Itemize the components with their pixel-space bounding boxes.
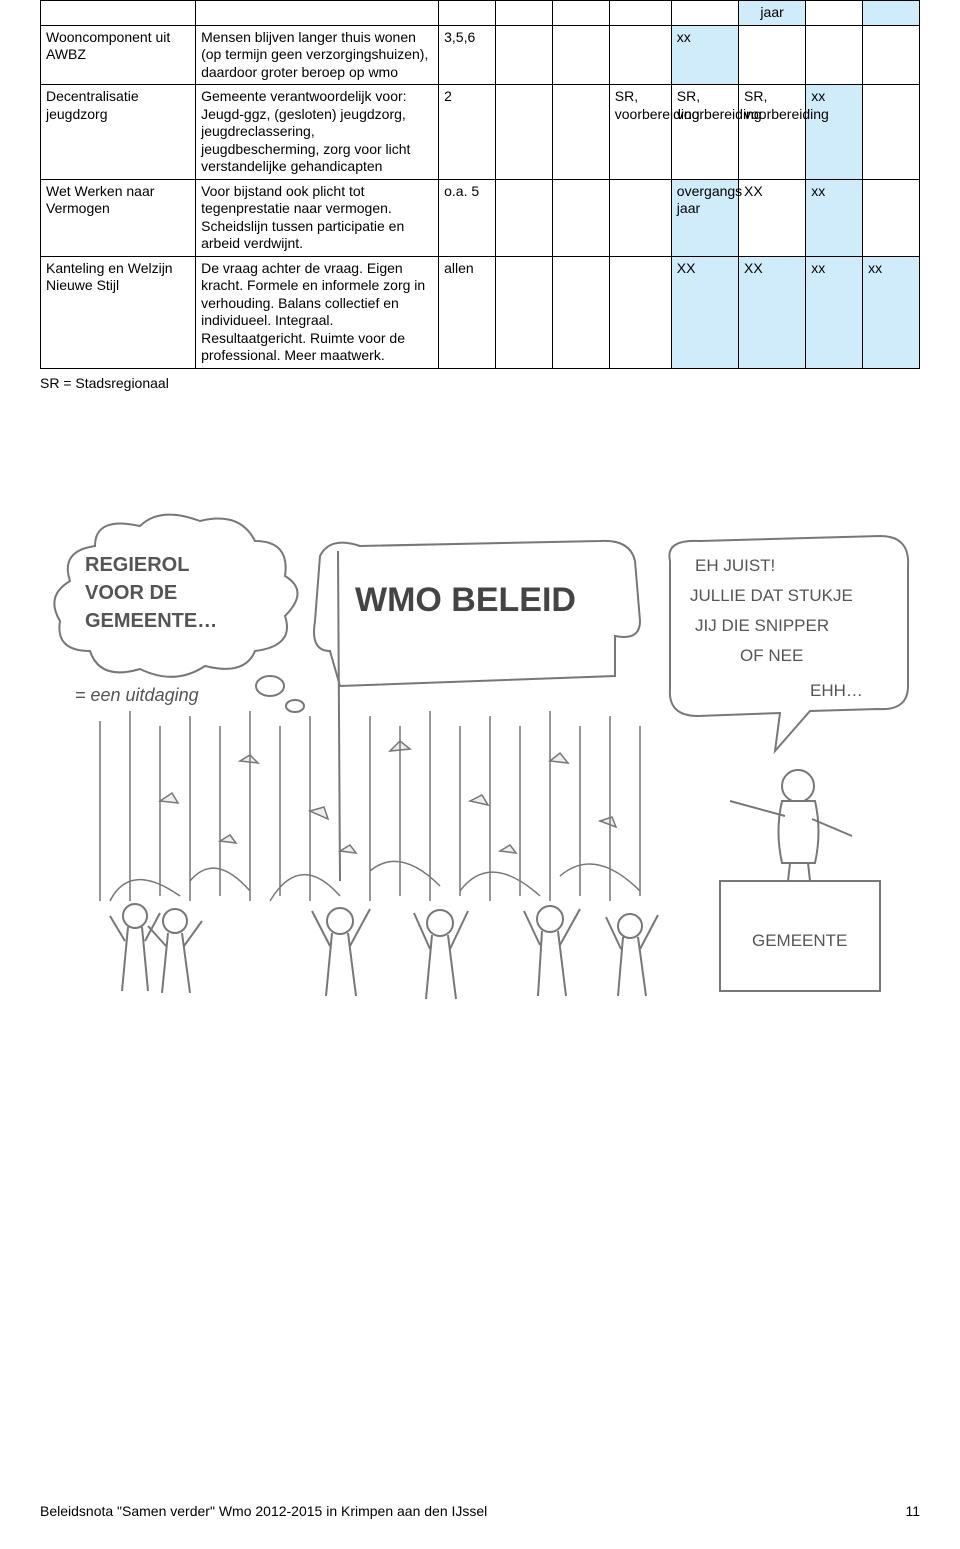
desc-cell: Mensen blijven langer thuis wonen (op te… (196, 25, 439, 85)
cell: SR, voorbereiding (739, 85, 806, 180)
cell (609, 1, 671, 26)
cell (552, 25, 609, 85)
cartoon-svg: REGIEROL VOOR DE GEMEENTE… = een uitdagi… (40, 501, 920, 1031)
topic-cell: Wet Werken naar Vermogen (41, 179, 196, 256)
cell: XX (671, 256, 738, 368)
cell (671, 1, 738, 26)
cell (496, 85, 553, 180)
bubble-line4: OF NEE (740, 646, 803, 665)
num-cell: o.a. 5 (439, 179, 496, 256)
cell (863, 25, 920, 85)
cell (552, 256, 609, 368)
num-cell: 3,5,6 (439, 25, 496, 85)
cell (863, 1, 920, 26)
desc-cell: Voor bijstand ook plicht tot tegenpresta… (196, 179, 439, 256)
cell (609, 25, 671, 85)
topic-cell: Kanteling en Welzijn Nieuwe Stijl (41, 256, 196, 368)
bubble-line3: JIJ DIE SNIPPER (695, 616, 829, 635)
cell (439, 1, 496, 26)
cell: overgangs jaar (671, 179, 738, 256)
desc-cell: Gemeente verantwoordelijk voor: Jeugd-gg… (196, 85, 439, 180)
cell: SR, voorbereiding (671, 85, 738, 180)
cloud-line2: VOOR DE (85, 582, 177, 604)
page-footer: Beleidsnota "Samen verder" Wmo 2012-2015… (40, 1503, 920, 1519)
bubble-line2: JULLIE DAT STUKJE (690, 586, 853, 605)
cell (863, 179, 920, 256)
desc-cell: De vraag achter de vraag. Eigen kracht. … (196, 256, 439, 368)
cell: XX (739, 179, 806, 256)
table-row: Wet Werken naar Vermogen Voor bijstand o… (41, 179, 920, 256)
cell (496, 179, 553, 256)
cell (552, 85, 609, 180)
table-row: Kanteling en Welzijn Nieuwe Stijl De vra… (41, 256, 920, 368)
cell (552, 1, 609, 26)
cell (609, 179, 671, 256)
cell: XX (739, 256, 806, 368)
num-cell: 2 (439, 85, 496, 180)
footnote: SR = Stadsregionaal (40, 375, 920, 391)
page: jaar Wooncomponent uit AWBZ Mensen blijv… (0, 0, 960, 1549)
cell: xx (806, 256, 863, 368)
cell (196, 1, 439, 26)
cell (739, 25, 806, 85)
num-cell: allen (439, 256, 496, 368)
cell-jaar: jaar (739, 1, 806, 26)
cell (496, 256, 553, 368)
table-row: Wooncomponent uit AWBZ Mensen blijven la… (41, 25, 920, 85)
cell: SR, voorbereiding (609, 85, 671, 180)
footer-title: Beleidsnota "Samen verder" Wmo 2012-2015… (40, 1503, 487, 1519)
cell: xx (671, 25, 738, 85)
cell (806, 1, 863, 26)
cloud-sub: = een uitdaging (75, 685, 199, 705)
bubble-line5: EHH… (810, 681, 863, 700)
cloud-line1: REGIEROL (85, 554, 189, 576)
cell (806, 25, 863, 85)
podium-label: GEMEENTE (752, 931, 847, 950)
topic-cell: Wooncomponent uit AWBZ (41, 25, 196, 85)
cell: xx (863, 256, 920, 368)
topic-cell: Decentralisatie jeugdzorg (41, 85, 196, 180)
policy-table: jaar Wooncomponent uit AWBZ Mensen blijv… (40, 0, 920, 369)
table-row: Decentralisatie jeugdzorg Gemeente veran… (41, 85, 920, 180)
cloud-line3: GEMEENTE… (85, 610, 217, 632)
cell (496, 1, 553, 26)
cell: xx (806, 179, 863, 256)
cell (552, 179, 609, 256)
cell (496, 25, 553, 85)
cell (863, 85, 920, 180)
bubble-line1: EH JUIST! (695, 556, 775, 575)
cartoon-sketch: REGIEROL VOOR DE GEMEENTE… = een uitdagi… (40, 501, 920, 1031)
cell (41, 1, 196, 26)
banner-text: WMO BELEID (355, 581, 576, 619)
cell (609, 256, 671, 368)
cell: xx (806, 85, 863, 180)
table-row: jaar (41, 1, 920, 26)
footer-pagenum: 11 (905, 1503, 920, 1519)
